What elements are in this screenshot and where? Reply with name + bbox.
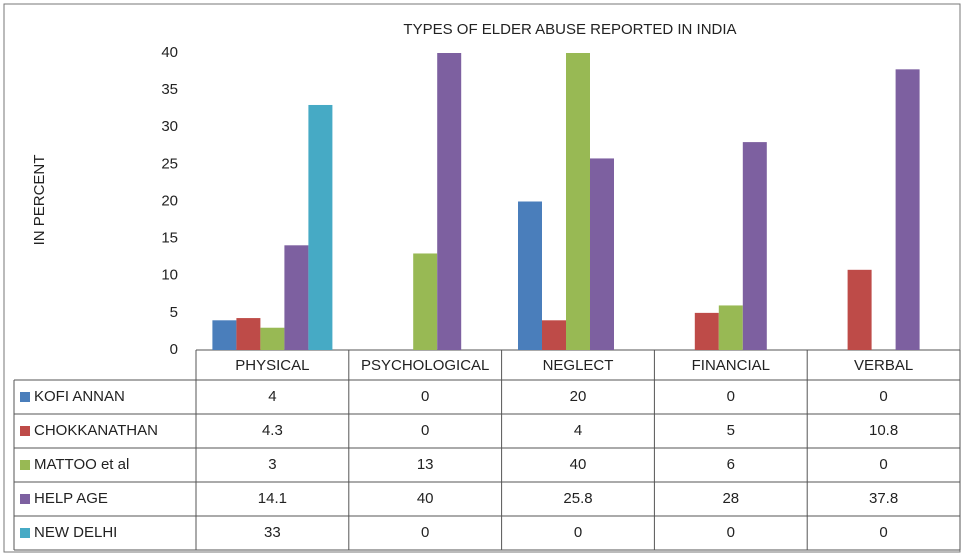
x-tick-label: NEGLECT <box>543 357 614 374</box>
y-tick-label: 20 <box>161 192 178 209</box>
table-cell: 0 <box>727 524 735 541</box>
table-cell: 0 <box>421 422 429 439</box>
table-cell: 5 <box>727 422 735 439</box>
y-tick-label: 35 <box>161 81 178 98</box>
legend-swatch <box>20 392 30 402</box>
table-cell: 20 <box>570 388 587 405</box>
bar <box>718 305 743 350</box>
table-cell: 4 <box>268 388 276 405</box>
table-cell: 4 <box>574 422 582 439</box>
bar <box>284 245 309 350</box>
table-cell: 3 <box>268 456 276 473</box>
bar <box>694 312 719 350</box>
bar <box>260 327 285 350</box>
y-tick-label: 40 <box>161 44 178 61</box>
bar <box>847 269 872 350</box>
table-cell: 25.8 <box>563 490 592 507</box>
table-cell: 0 <box>727 388 735 405</box>
table-cell: 4.3 <box>262 422 283 439</box>
chart-border <box>3 3 961 553</box>
legend-label: NEW DELHI <box>34 524 117 541</box>
chart-title: TYPES OF ELDER ABUSE REPORTED IN INDIA <box>403 21 736 38</box>
table-cell: 0 <box>879 524 887 541</box>
legend-label: KOFI ANNAN <box>34 388 125 405</box>
table-cell: 28 <box>722 490 739 507</box>
y-tick-label: 0 <box>170 341 178 358</box>
legend-swatch <box>20 528 30 538</box>
bar <box>413 253 438 350</box>
bar <box>518 201 542 350</box>
bar <box>236 318 261 350</box>
x-tick-label: PHYSICAL <box>235 357 309 374</box>
y-tick-label: 10 <box>161 267 178 284</box>
bar <box>895 69 920 351</box>
x-tick-label: PSYCHOLOGICAL <box>361 357 489 374</box>
legend-swatch <box>20 426 30 436</box>
legend-label: CHOKKANATHAN <box>34 422 158 439</box>
bar <box>566 53 590 350</box>
table-cell: 37.8 <box>869 490 898 507</box>
x-tick-label: VERBAL <box>854 357 913 374</box>
y-axis-label: IN PERCENT <box>31 155 48 246</box>
bar <box>542 320 566 350</box>
table-cell: 40 <box>417 490 434 507</box>
bar <box>742 142 767 350</box>
table-cell: 0 <box>421 524 429 541</box>
y-tick-label: 15 <box>161 230 178 247</box>
y-tick-label: 25 <box>161 155 178 172</box>
x-tick-label: FINANCIAL <box>692 357 770 374</box>
table-cell: 33 <box>264 524 281 541</box>
table-cell: 40 <box>570 456 587 473</box>
table-cell: 0 <box>574 524 582 541</box>
table-cell: 0 <box>879 456 887 473</box>
legend-swatch <box>20 460 30 470</box>
y-tick-label: 5 <box>170 304 178 321</box>
bar <box>212 320 237 350</box>
bar <box>590 158 614 350</box>
legend-label: MATTOO et al <box>34 456 129 473</box>
table-cell: 6 <box>727 456 735 473</box>
y-tick-label: 30 <box>161 118 178 135</box>
table-cell: 14.1 <box>258 490 287 507</box>
bar <box>437 53 462 350</box>
table-cell: 10.8 <box>869 422 898 439</box>
bar <box>308 104 333 350</box>
legend-label: HELP AGE <box>34 490 108 507</box>
legend-swatch <box>20 494 30 504</box>
table-cell: 0 <box>879 388 887 405</box>
table-cell: 13 <box>417 456 434 473</box>
table-cell: 0 <box>421 388 429 405</box>
